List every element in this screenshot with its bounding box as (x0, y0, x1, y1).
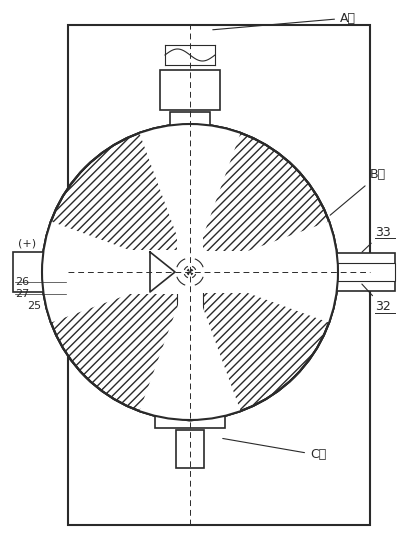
Circle shape (187, 269, 193, 275)
Polygon shape (150, 252, 175, 292)
Circle shape (184, 266, 196, 278)
Bar (170, 112, 210, 142)
Bar (185, 252, 195, 277)
Text: C区: C区 (223, 438, 326, 461)
Bar (62, 250, 190, 294)
Bar (68, 25, 370, 525)
Bar (177, 272, 203, 400)
Text: B区: B区 (330, 169, 386, 215)
Text: 33: 33 (362, 226, 391, 252)
Bar (205, 253, 395, 291)
Wedge shape (139, 272, 241, 420)
Wedge shape (42, 221, 190, 323)
Bar (155, 390, 225, 428)
Bar (160, 70, 220, 110)
Circle shape (176, 258, 204, 286)
Polygon shape (175, 144, 205, 252)
Wedge shape (139, 124, 241, 272)
Bar (177, 144, 203, 272)
Bar (210, 263, 395, 281)
Text: (+): (+) (18, 239, 36, 249)
Text: 32: 32 (362, 284, 391, 313)
Bar (13, 252, 175, 292)
Text: 26: 26 (15, 277, 29, 287)
Circle shape (42, 124, 338, 420)
Bar (190, 251, 323, 293)
Text: A区: A区 (213, 11, 356, 30)
Wedge shape (190, 221, 338, 323)
Text: 25: 25 (27, 301, 41, 311)
Bar (177, 277, 203, 400)
Text: 27: 27 (15, 289, 29, 299)
Bar (176, 430, 204, 468)
